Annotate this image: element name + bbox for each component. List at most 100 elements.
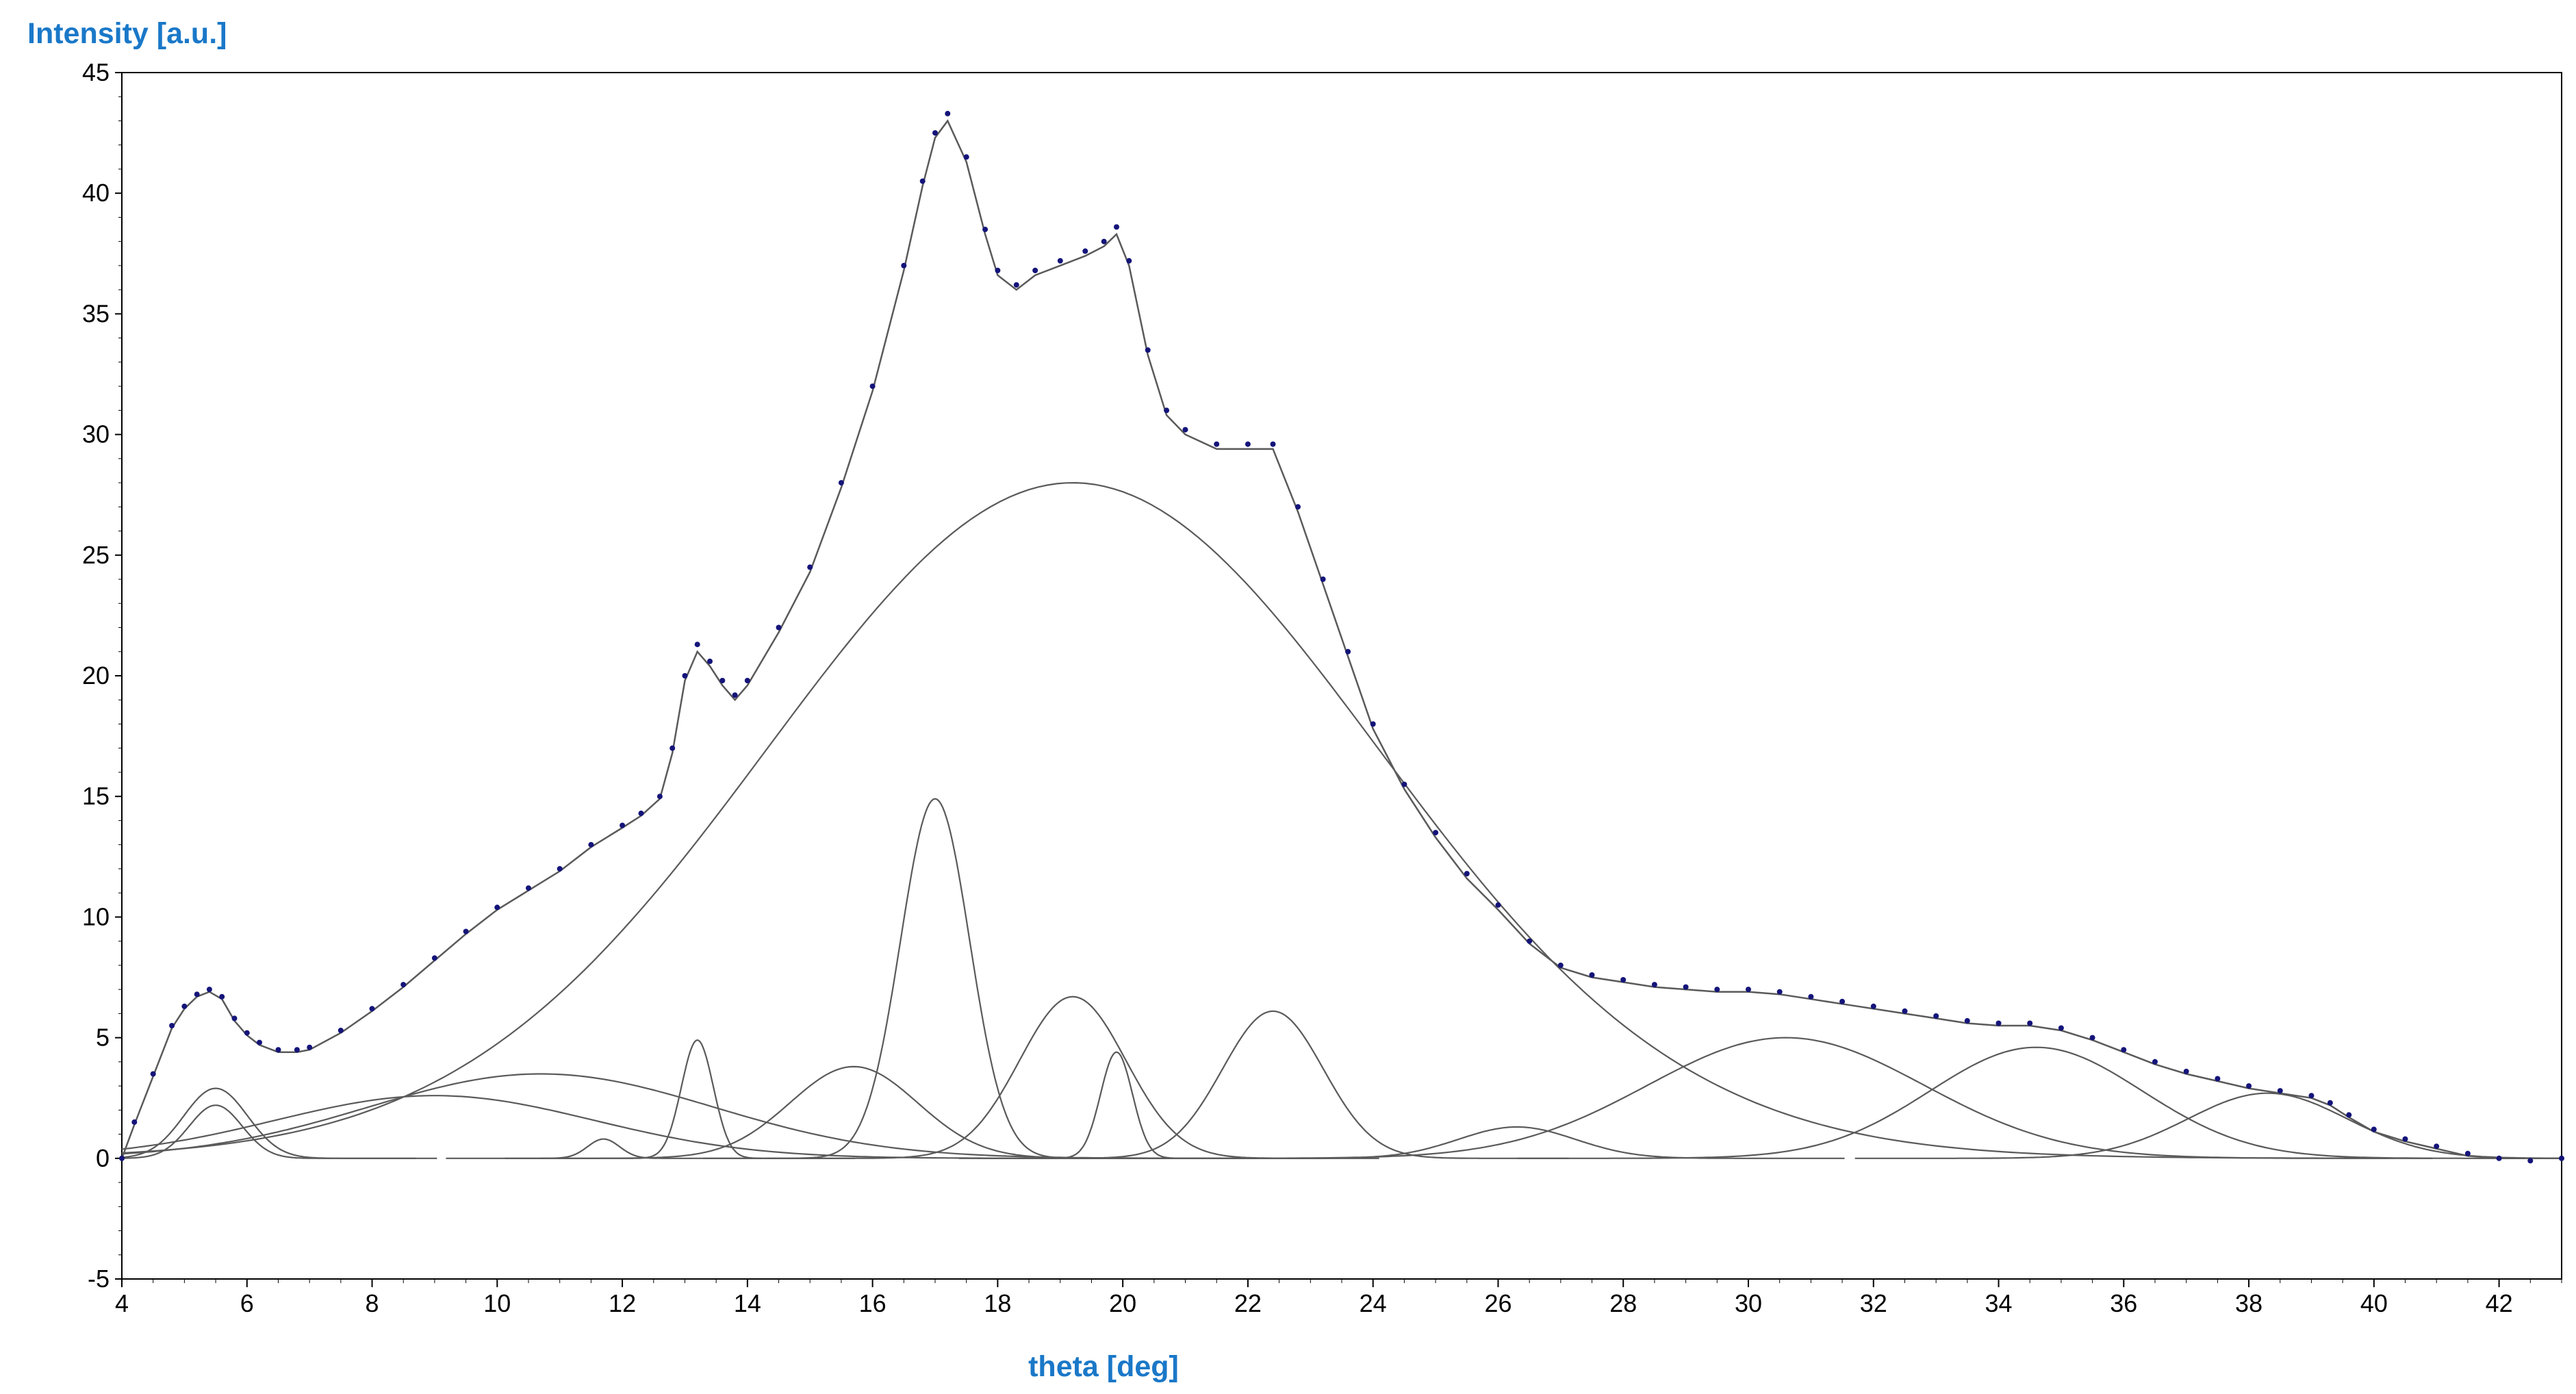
data-point xyxy=(557,865,563,872)
data-point xyxy=(694,642,700,648)
y-tick-label: 40 xyxy=(82,179,110,207)
component-curve xyxy=(122,1104,416,1159)
data-point xyxy=(244,1030,250,1036)
data-point xyxy=(1370,721,1376,727)
component-curve xyxy=(1139,1037,2433,1159)
x-tick-label: 40 xyxy=(2360,1289,2388,1317)
data-point xyxy=(369,1006,375,1012)
y-tick-label: 25 xyxy=(82,541,110,569)
data-point xyxy=(2246,1083,2252,1089)
y-tick-label: 20 xyxy=(82,661,110,689)
data-point xyxy=(2346,1112,2352,1118)
data-point xyxy=(732,692,738,698)
x-tick-label: 4 xyxy=(115,1289,129,1317)
data-point xyxy=(119,1155,125,1161)
data-point xyxy=(2527,1158,2534,1164)
data-point xyxy=(526,885,531,891)
component-curve xyxy=(446,1138,761,1159)
y-tick-label: 35 xyxy=(82,299,110,327)
y-tick-label: 30 xyxy=(82,420,110,448)
data-point xyxy=(2402,1136,2408,1142)
fit-envelope xyxy=(120,119,2562,1160)
data-point xyxy=(1164,407,1170,414)
x-tick-label: 32 xyxy=(1860,1289,1887,1317)
x-tick-label: 38 xyxy=(2235,1289,2262,1317)
data-point xyxy=(463,928,469,935)
data-point xyxy=(588,841,594,848)
data-point xyxy=(1245,441,1251,447)
component-curve xyxy=(1517,1046,2555,1159)
data-point xyxy=(1345,648,1351,655)
y-tick-label: 10 xyxy=(82,902,110,930)
data-point xyxy=(2559,1155,2564,1161)
data-point xyxy=(2434,1143,2440,1150)
data-point xyxy=(620,822,626,828)
component-curve xyxy=(1854,1092,2562,1159)
data-point xyxy=(2277,1088,2283,1094)
data-point xyxy=(231,1015,238,1022)
x-tick-label: 22 xyxy=(1234,1289,1262,1317)
data-point xyxy=(2183,1068,2189,1074)
data-point xyxy=(1214,441,1220,447)
data-point xyxy=(169,1023,175,1028)
y-axis-title: Intensity [a.u.] xyxy=(27,17,227,50)
data-point xyxy=(131,1119,138,1125)
component-curve xyxy=(977,1010,1569,1159)
data-point xyxy=(638,810,644,816)
component-curve xyxy=(539,1039,855,1159)
y-tick-label: 0 xyxy=(96,1144,110,1172)
component-curve xyxy=(766,996,1379,1159)
data-point xyxy=(1401,781,1407,787)
component-curve xyxy=(121,481,2389,1159)
data-point xyxy=(945,110,951,116)
data-point xyxy=(1620,977,1627,983)
data-point xyxy=(1651,982,1657,988)
data-point xyxy=(719,678,726,683)
data-point xyxy=(1902,1008,1908,1014)
data-point xyxy=(669,745,676,751)
y-tick-label: 15 xyxy=(82,782,110,810)
data-point xyxy=(2496,1155,2502,1161)
data-point xyxy=(1320,576,1326,582)
data-point xyxy=(1082,248,1088,254)
data-point xyxy=(2464,1150,2471,1156)
x-tick-label: 42 xyxy=(2486,1289,2513,1317)
data-point xyxy=(2308,1093,2314,1099)
data-point xyxy=(1995,1020,2002,1026)
data-point xyxy=(1527,938,1533,944)
data-point xyxy=(1433,830,1439,836)
x-tick-label: 24 xyxy=(1360,1289,1387,1317)
data-point xyxy=(807,564,813,570)
data-point xyxy=(1013,282,1019,288)
data-point xyxy=(1964,1017,1970,1024)
data-point xyxy=(869,383,876,390)
x-tick-label: 12 xyxy=(609,1289,636,1317)
data-point xyxy=(1101,238,1107,244)
component-curve xyxy=(958,1051,1275,1159)
x-tick-label: 14 xyxy=(734,1289,761,1317)
data-point xyxy=(219,993,225,1000)
data-point xyxy=(150,1071,156,1077)
data-point xyxy=(294,1047,300,1053)
x-tick-label: 28 xyxy=(1609,1289,1637,1317)
data-point xyxy=(307,1044,313,1050)
data-point xyxy=(1057,257,1063,264)
data-point xyxy=(206,987,212,993)
data-point xyxy=(2027,1020,2033,1026)
data-point xyxy=(431,955,437,961)
x-axis-title: theta [deg] xyxy=(1028,1350,1179,1383)
data-point xyxy=(1032,268,1038,273)
y-tick-label: 45 xyxy=(82,58,110,86)
data-point xyxy=(1145,347,1151,353)
x-tick-label: 10 xyxy=(483,1289,511,1317)
data-point xyxy=(1182,427,1188,433)
envelope-curve xyxy=(120,119,2562,1160)
data-point xyxy=(963,154,969,160)
x-tick-label: 6 xyxy=(240,1289,254,1317)
data-point xyxy=(1495,902,1501,908)
data-point xyxy=(744,678,750,683)
y-tick-label: 5 xyxy=(96,1024,110,1052)
y-axis: -5 0 5 10 15 20 25 30 35 40 45 xyxy=(82,58,122,1293)
measured-data xyxy=(119,110,2564,1164)
